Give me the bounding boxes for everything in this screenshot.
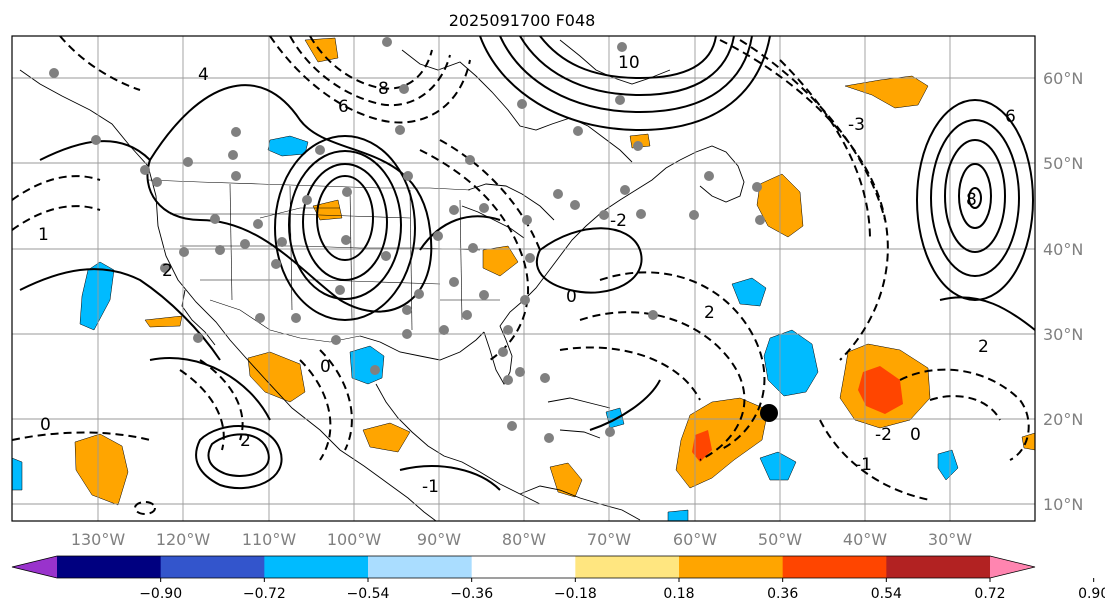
- observation-dots: [49, 37, 765, 443]
- colorbar-segment: [575, 556, 680, 578]
- colorbar-tick-label: 0.54: [871, 586, 902, 602]
- colorbar: −0.90 −0.72 −0.54 −0.36 −0.18 0.18 0.36 0.54 0.7…: [11, 555, 1105, 602]
- colorbar-segment: [160, 556, 265, 578]
- svg-text:4: 4: [198, 65, 209, 85]
- svg-text:40°W: 40°W: [843, 530, 887, 549]
- colorbar-high-extension: [990, 556, 1035, 578]
- svg-text:70°W: 70°W: [587, 530, 631, 549]
- svg-text:10: 10: [618, 53, 640, 73]
- svg-text:8: 8: [378, 79, 389, 99]
- svg-text:8: 8: [966, 190, 977, 210]
- svg-text:1: 1: [38, 225, 49, 245]
- positive-shading: [74, 37, 1035, 506]
- dashed-contours: [12, 36, 1030, 515]
- colorbar-segment: [57, 556, 162, 578]
- svg-text:50°W: 50°W: [758, 530, 802, 549]
- svg-text:0: 0: [320, 357, 331, 377]
- svg-text:40°N: 40°N: [1043, 240, 1083, 259]
- colorbar-tick-label: −0.18: [554, 586, 597, 602]
- colorbar-low-extension: [12, 556, 57, 578]
- svg-text:-2: -2: [875, 425, 892, 445]
- svg-text:6: 6: [1005, 107, 1016, 127]
- svg-text:-2: -2: [610, 211, 627, 231]
- colorbar-tick-label: 0.36: [767, 586, 798, 602]
- svg-text:0: 0: [40, 415, 51, 435]
- colorbar-segment: [368, 556, 473, 578]
- colorbar-tick-label: 0.90: [1078, 586, 1105, 602]
- svg-text:2: 2: [240, 431, 251, 451]
- contour-labels: 10 8 6 4 2 0 -1 -2 -3 8 6 2 0 2 -1 1 0 -…: [38, 53, 1016, 497]
- storm-center-marker: [760, 404, 778, 422]
- colorbar-tick-label: 0.18: [663, 586, 694, 602]
- negative-shading: [12, 135, 959, 521]
- colorbar-segment: [264, 556, 369, 578]
- colorbar-segment: [886, 556, 991, 578]
- colorbar-tick-label: −0.90: [139, 586, 182, 602]
- colorbar-segment: [679, 556, 784, 578]
- svg-text:130°W: 130°W: [71, 530, 126, 549]
- svg-text:100°W: 100°W: [327, 530, 382, 549]
- svg-text:30°W: 30°W: [928, 530, 972, 549]
- svg-text:-3: -3: [848, 115, 865, 135]
- map-frame: [11, 35, 1036, 522]
- solid-contours: [19, 36, 1035, 491]
- svg-text:30°N: 30°N: [1043, 325, 1083, 344]
- svg-text:60°N: 60°N: [1043, 69, 1083, 88]
- colorbar-tick-label: −0.36: [450, 586, 493, 602]
- longitude-labels: 130°W 120°W 110°W 100°W 90°W 80°W 70°W 6…: [71, 530, 972, 549]
- colorbar-tick-label: 0.72: [974, 586, 1005, 602]
- svg-text:-1: -1: [422, 477, 439, 497]
- latitude-labels: 60°N 50°N 40°N 30°N 20°N 10°N: [1043, 69, 1083, 514]
- svg-text:-1: -1: [855, 455, 872, 475]
- svg-text:0: 0: [910, 425, 921, 445]
- colorbar-segment: [471, 556, 576, 578]
- colorbar-segment: [782, 556, 887, 578]
- svg-text:2: 2: [162, 261, 173, 281]
- colorbar-outline: [11, 555, 1036, 579]
- svg-text:2: 2: [978, 337, 989, 357]
- strong-positive-shading: [692, 366, 903, 462]
- svg-text:10°N: 10°N: [1043, 495, 1083, 514]
- colorbar-tick-label: −0.54: [347, 586, 390, 602]
- map-title: 2025091700 F048: [449, 11, 596, 30]
- svg-text:60°W: 60°W: [673, 530, 717, 549]
- map-area: 10 8 6 4 2 0 -1 -2 -3 8 6 2 0 2 -1 1 0 -…: [12, 36, 1035, 521]
- svg-text:120°W: 120°W: [156, 530, 211, 549]
- svg-text:80°W: 80°W: [502, 530, 546, 549]
- svg-text:90°W: 90°W: [417, 530, 461, 549]
- svg-text:0: 0: [566, 287, 577, 307]
- svg-text:50°N: 50°N: [1043, 154, 1083, 173]
- svg-text:2: 2: [704, 303, 715, 323]
- colorbar-tick-label: −0.72: [243, 586, 286, 602]
- svg-text:20°N: 20°N: [1043, 410, 1083, 429]
- graticule: [12, 36, 1035, 521]
- svg-text:110°W: 110°W: [242, 530, 297, 549]
- svg-text:6: 6: [338, 97, 349, 117]
